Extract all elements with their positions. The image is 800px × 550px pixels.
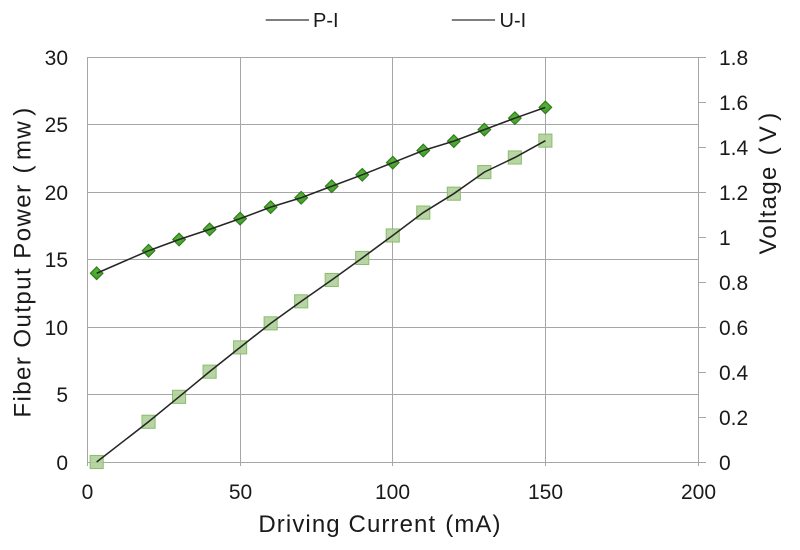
svg-text:20: 20 — [45, 182, 68, 205]
svg-text:0.4: 0.4 — [719, 362, 749, 385]
svg-text:1.2: 1.2 — [719, 182, 748, 205]
svg-text:100: 100 — [375, 481, 410, 504]
svg-text:1.4: 1.4 — [719, 137, 749, 160]
svg-text:150: 150 — [528, 481, 563, 504]
svg-text:U-I: U-I — [500, 10, 527, 32]
svg-text:0: 0 — [719, 452, 731, 475]
svg-text:30: 30 — [45, 47, 68, 70]
svg-text:Driving Current(mA): Driving Current (mA) — [258, 511, 501, 538]
svg-text:5: 5 — [56, 384, 68, 407]
svg-text:50: 50 — [229, 481, 252, 504]
svg-text:0.6: 0.6 — [719, 317, 748, 340]
svg-text:1.6: 1.6 — [719, 92, 748, 115]
svg-text:1.8: 1.8 — [719, 47, 748, 70]
svg-text:10: 10 — [45, 317, 68, 340]
svg-text:1: 1 — [719, 227, 731, 250]
svg-text:0.8: 0.8 — [719, 272, 748, 295]
svg-text:0: 0 — [56, 452, 68, 475]
svg-text:0.2: 0.2 — [719, 407, 748, 430]
svg-text:Fiber Output Power(mw): Fiber Output Power(mw) — [10, 106, 37, 417]
svg-text:15: 15 — [45, 249, 68, 272]
svg-text:Voltage(V): Voltage(V) — [755, 111, 782, 254]
svg-text:200: 200 — [681, 481, 716, 504]
svg-text:P-I: P-I — [313, 10, 339, 32]
svg-text:0: 0 — [82, 481, 94, 504]
svg-text:25: 25 — [45, 114, 68, 137]
